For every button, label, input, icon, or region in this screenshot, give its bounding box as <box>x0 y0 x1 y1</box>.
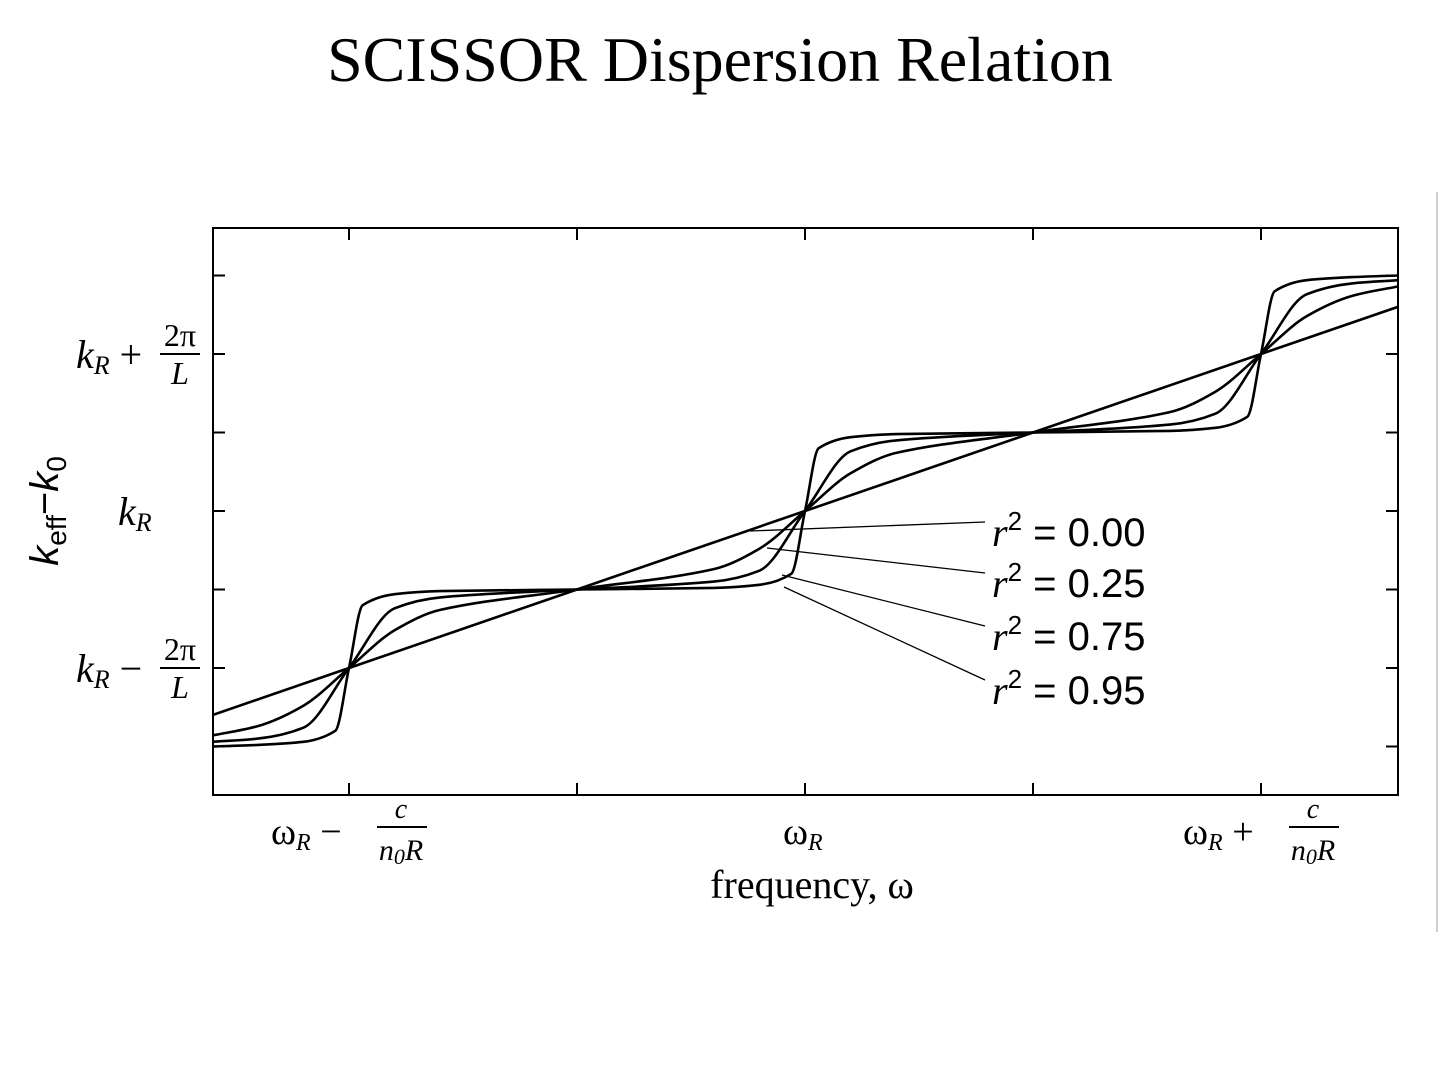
y-axis-title: keff−k0 <box>23 456 72 566</box>
curves-group <box>213 274 1398 748</box>
y-tick-label-num-0: 2π <box>164 631 196 667</box>
slide-edge-rule <box>1436 192 1438 932</box>
annotation-leader-2 <box>781 574 986 627</box>
x-tick-label-den-2: n0R <box>1291 834 1335 869</box>
series-label-3: r2 = 0.95 <box>992 664 1145 713</box>
x-tick-label-1: ωR <box>783 811 823 856</box>
slide-title: SCISSOR Dispersion Relation <box>327 24 1113 95</box>
series-label-2: r2 = 0.75 <box>992 610 1145 659</box>
y-tick-label-1: kR <box>118 489 152 537</box>
axes-group <box>212 227 1399 796</box>
annotation-leader-3 <box>783 586 986 681</box>
y-tick-label-2: kR + <box>76 332 142 380</box>
series-line-3 <box>213 274 1398 748</box>
x-tick-label-num-0: c <box>395 794 408 825</box>
x-axis-title: frequency, ω <box>710 862 914 907</box>
annotation-leader-1 <box>766 547 986 574</box>
series-label-0: r2 = 0.00 <box>992 506 1145 555</box>
x-tick-label-den-0: n0R <box>379 834 423 869</box>
y-tick-label-0: kR − <box>76 646 142 694</box>
annotation-leader-0 <box>749 521 986 532</box>
x-tick-label-2: ωR + <box>1183 811 1254 856</box>
x-tick-label-num-2: c <box>1307 794 1320 825</box>
y-tick-label-den-2: L <box>170 355 189 391</box>
y-tick-label-den-0: L <box>170 669 189 705</box>
series-label-1: r2 = 0.25 <box>992 557 1145 606</box>
y-tick-label-num-2: 2π <box>164 317 196 353</box>
x-tick-label-0: ωR − <box>271 811 342 856</box>
